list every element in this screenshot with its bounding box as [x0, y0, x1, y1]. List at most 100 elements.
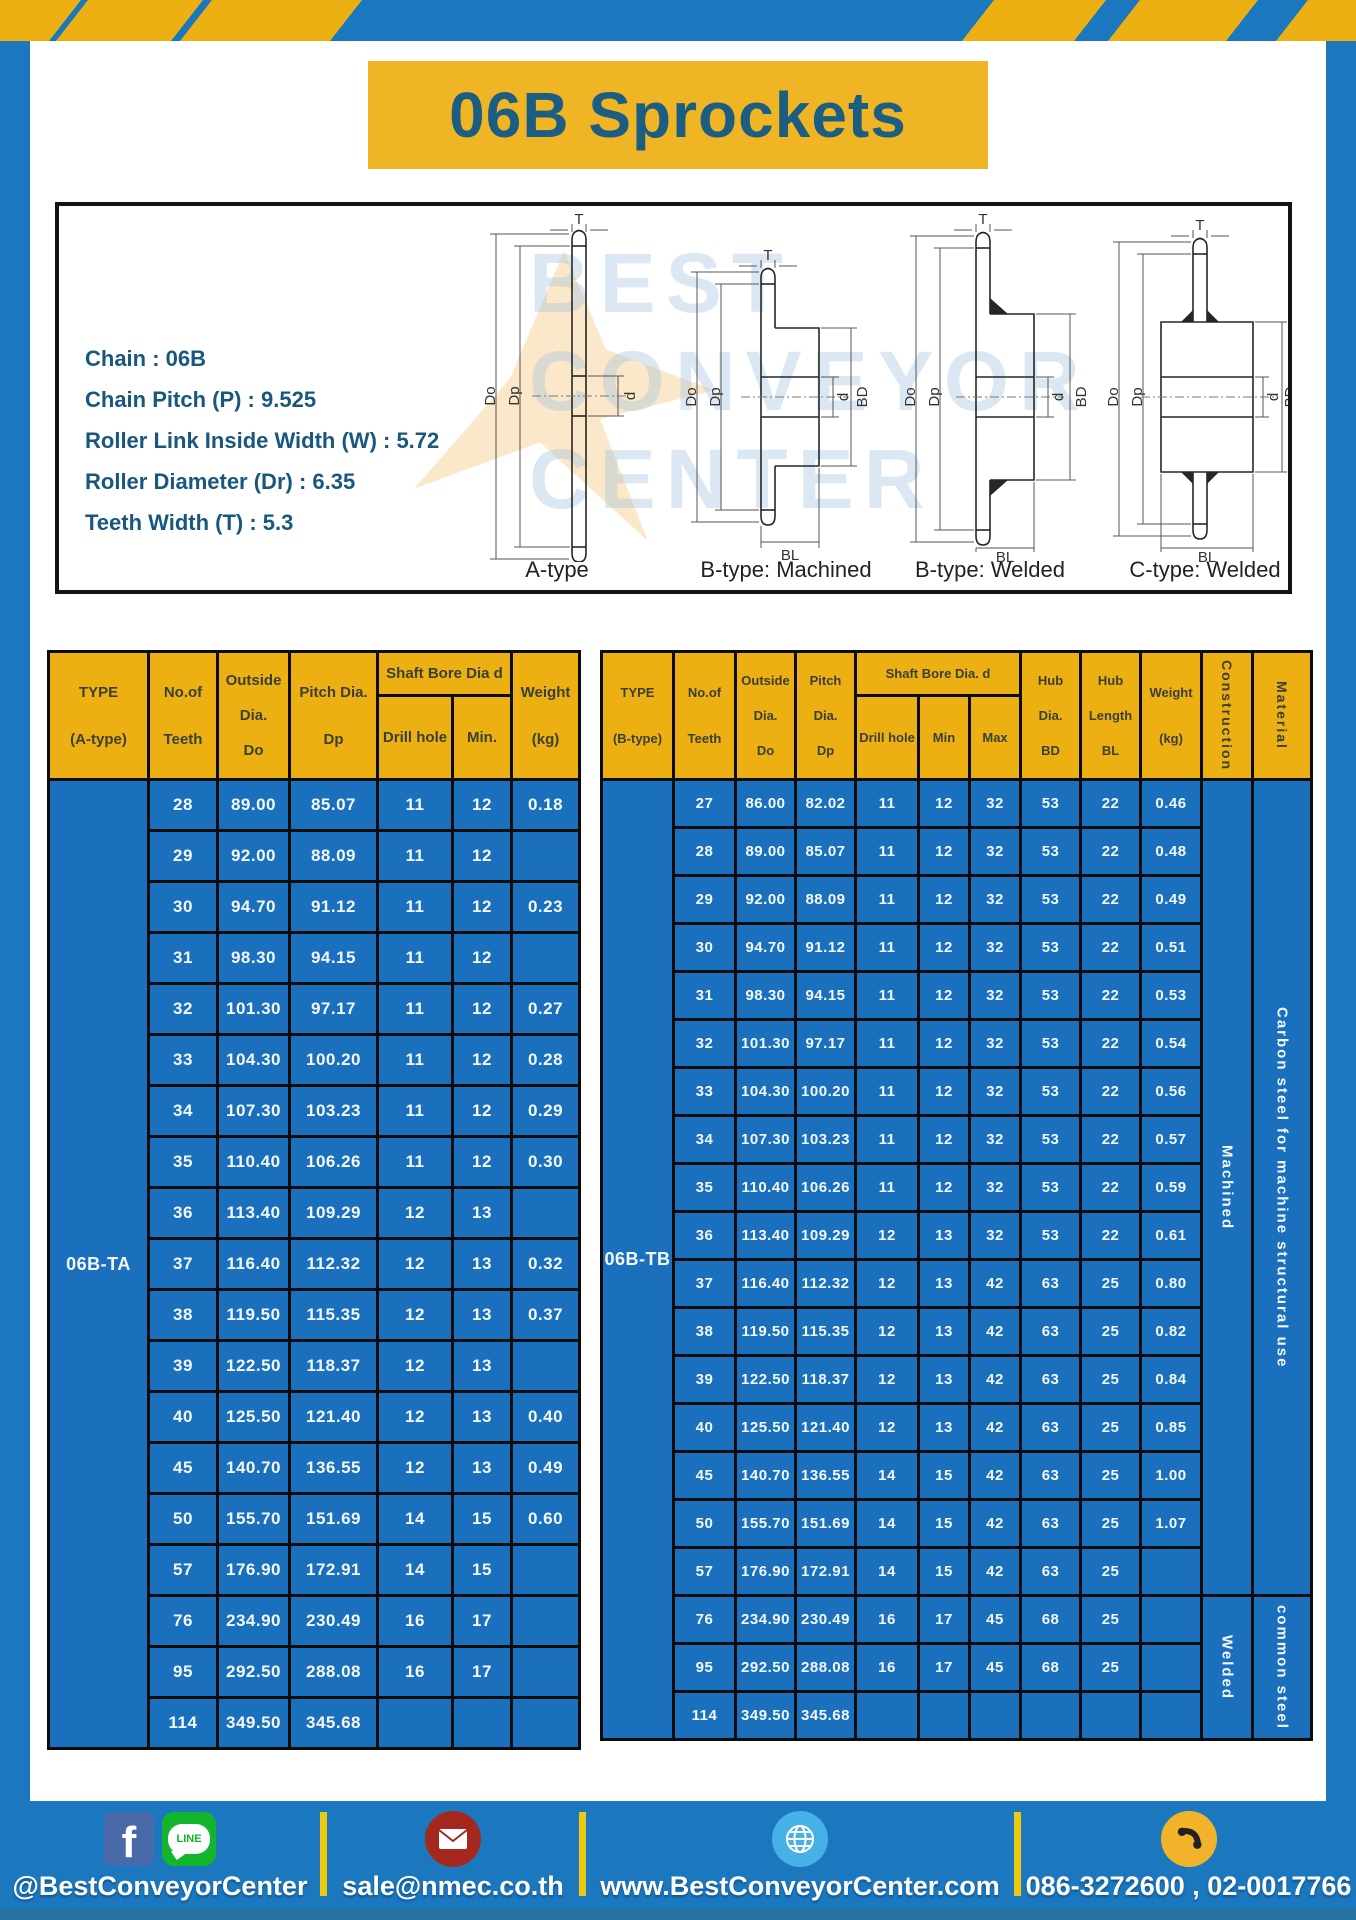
- table-cell: 112.32: [794, 1258, 857, 1309]
- table-cell: 13: [917, 1354, 971, 1405]
- construction-value-cell: Machined: [1200, 778, 1255, 1597]
- table-cell: 0.46: [1139, 778, 1204, 829]
- table-cell: 22: [1079, 922, 1143, 973]
- table-cell: 85.07: [288, 778, 379, 832]
- table-cell: 11: [854, 778, 920, 829]
- table-cell: 12: [451, 880, 513, 934]
- table-cell: 34: [672, 1114, 737, 1165]
- table-cell: [510, 1645, 581, 1699]
- table-cell: 104.30: [216, 1033, 291, 1087]
- col-hub-dia-line: Dia.: [1038, 708, 1063, 723]
- footer-website-group: www.BestConveyorCenter.com: [586, 1801, 1014, 1909]
- table-cell: 234.90: [734, 1594, 797, 1645]
- table-cell: 68: [1019, 1642, 1083, 1693]
- col-type-line: TYPE: [620, 684, 655, 700]
- table-cell: 12: [917, 1018, 971, 1069]
- table-cell: 42: [967, 1402, 1023, 1453]
- table-cell: 12: [451, 931, 513, 985]
- table-cell: 100.20: [288, 1033, 379, 1087]
- table-cell: 40: [147, 1390, 219, 1444]
- table-cell: 53: [1019, 1114, 1083, 1165]
- table-cell: 32: [967, 1066, 1023, 1117]
- col-weight: Weight (kg): [1139, 650, 1204, 781]
- col-type: TYPE (A-type): [47, 650, 150, 781]
- table-cell: 32: [967, 1210, 1023, 1261]
- spec-pitch: Chain Pitch (P) : 9.525: [85, 387, 317, 412]
- table-cell: 0.49: [1139, 874, 1204, 925]
- table-cell: 50: [147, 1492, 219, 1546]
- table-cell: 13: [451, 1339, 513, 1393]
- table-cell: 28: [672, 826, 737, 877]
- footer-divider: [579, 1812, 586, 1896]
- table-row: 37 116.40 112.32 12 13 0.32: [49, 1237, 581, 1291]
- col-type-line: (A-type): [70, 730, 127, 748]
- table-cell: 11: [854, 1018, 920, 1069]
- table-cell: 0.48: [1139, 826, 1204, 877]
- dim-t-label: T: [1195, 217, 1204, 234]
- table-cell: 11: [376, 829, 454, 883]
- a-type-diagram: T Do Dp d: [482, 211, 639, 562]
- col-construction-label: Construction: [1219, 659, 1236, 772]
- table-row: 95 292.50 288.08 16 17: [49, 1645, 581, 1699]
- table-cell: [967, 1690, 1023, 1741]
- table-row: 39 122.50 118.37 12 13: [49, 1339, 581, 1393]
- table-row: 33 104.30 100.20 11 12 0.28: [49, 1033, 581, 1087]
- table-cell: 12: [854, 1258, 920, 1309]
- b-type-welded-diagram: T Do Dp: [904, 211, 1090, 562]
- table-row: 36 113.40 109.29 12 13 32 53 22 0.61: [602, 1210, 1312, 1261]
- table-cell: 97.17: [794, 1018, 857, 1069]
- table-cell: 107.30: [216, 1084, 291, 1138]
- table-cell: 0.85: [1139, 1402, 1204, 1453]
- col-hub-len-line: Length: [1088, 708, 1133, 723]
- table-cell: 11: [854, 826, 920, 877]
- facebook-icon: f: [104, 1812, 154, 1866]
- table-cell: [1139, 1690, 1204, 1741]
- table-cell: 92.00: [734, 874, 797, 925]
- col-teeth-line: Teeth: [687, 731, 722, 747]
- col-hub-dia-line: BD: [1041, 742, 1060, 758]
- col-teeth: No.of Teeth: [147, 650, 219, 781]
- table-cell: [1079, 1690, 1143, 1741]
- dim-bd-label: BD: [854, 386, 871, 407]
- table-cell: 45: [147, 1441, 219, 1495]
- watermark-line: CONVEYOR: [529, 334, 1090, 428]
- table-cell: 118.37: [288, 1339, 379, 1393]
- table-cell: [854, 1690, 920, 1741]
- table-cell: 12: [376, 1339, 454, 1393]
- table-cell: 37: [672, 1258, 737, 1309]
- table-cell: 155.70: [216, 1492, 291, 1546]
- table-cell: 292.50: [216, 1645, 291, 1699]
- table-cell: 0.30: [510, 1135, 581, 1189]
- col-outside-line: Outside: [225, 671, 282, 689]
- dim-d-label: d: [1265, 393, 1282, 401]
- table-cell: 32: [967, 874, 1023, 925]
- dim-dp-label: Dp: [1129, 387, 1146, 406]
- table-cell: 15: [451, 1492, 513, 1546]
- table-cell: 68: [1019, 1594, 1083, 1645]
- table-cell: 34: [147, 1084, 219, 1138]
- col-outside-line: Do: [243, 742, 264, 760]
- table-row: 50 155.70 151.69 14 15 0.60: [49, 1492, 581, 1546]
- table-cell: 11: [376, 931, 454, 985]
- table-cell: 1.00: [1139, 1450, 1204, 1501]
- dim-d-label: d: [835, 393, 852, 401]
- dim-bl-label: BL: [1198, 549, 1216, 562]
- phone-glyph: [1177, 1827, 1202, 1849]
- col-outside-dia: Outside Dia. Do: [216, 650, 291, 781]
- table-cell: 12: [854, 1402, 920, 1453]
- table-cell: 12: [917, 874, 971, 925]
- table-cell: 42: [967, 1546, 1023, 1597]
- table-cell: 39: [672, 1354, 737, 1405]
- table-cell: 288.08: [794, 1642, 857, 1693]
- table-cell: 22: [1079, 970, 1143, 1021]
- col-teeth: No.of Teeth: [672, 650, 737, 781]
- col-type: TYPE (B-type): [600, 650, 675, 781]
- dim-do-label: Do: [482, 386, 499, 405]
- col-outside-dia: Outside Dia. Do: [734, 650, 797, 781]
- table-cell: 32: [967, 778, 1023, 829]
- table-cell: 112.32: [288, 1237, 379, 1291]
- table-cell: 113.40: [216, 1186, 291, 1240]
- top-decoration-band: [0, 0, 1356, 41]
- table-row: 34 107.30 103.23 11 12 32 53 22 0.57: [602, 1114, 1312, 1165]
- table-cell: 13: [917, 1210, 971, 1261]
